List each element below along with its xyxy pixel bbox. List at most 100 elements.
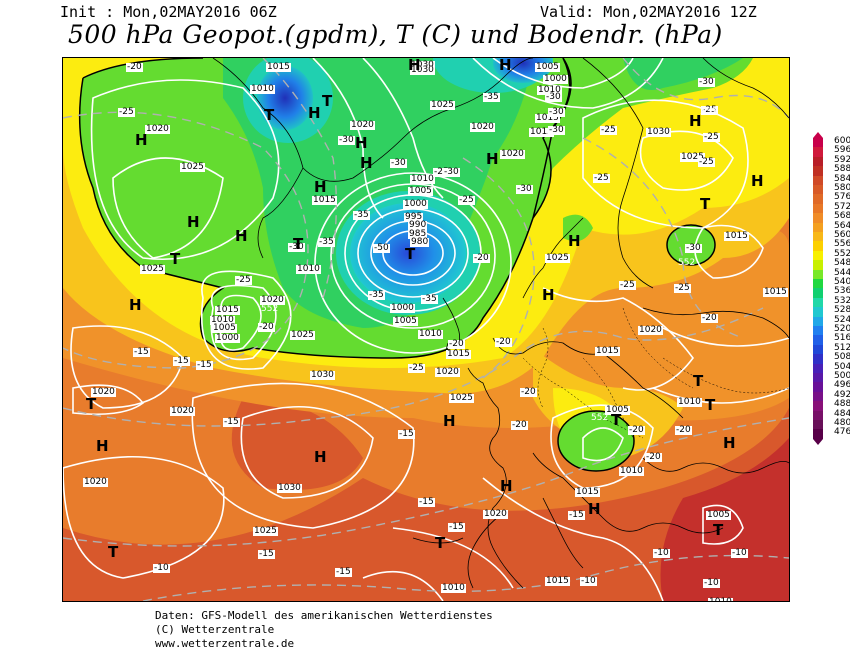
isobar-label: 1020: [350, 120, 375, 130]
isobar-label: 1020: [145, 124, 170, 134]
legend-swatch: [813, 401, 823, 411]
legend-swatch: [813, 344, 823, 355]
isobar-label: 1010: [418, 329, 443, 339]
legend-value: 560: [834, 230, 850, 240]
field-544-ne: [523, 58, 753, 228]
isobar-label: 1000: [403, 199, 428, 209]
isotherm-label: -25: [408, 363, 425, 373]
isotherm-label: -35: [483, 92, 500, 102]
isobar-label: 1005: [605, 405, 630, 415]
isobar-label: 1015: [595, 346, 620, 356]
isotherms: [63, 58, 789, 601]
isotherm-label: -25: [674, 283, 691, 293]
legend-value: 512: [834, 342, 850, 353]
legend-value: 516: [834, 333, 850, 344]
isotherm-label: -35: [353, 210, 370, 220]
isotherm-label: -10: [703, 578, 720, 588]
legend-swatch: [813, 354, 823, 364]
isobar-label: 1000: [543, 74, 568, 84]
legend-value: 548: [834, 258, 850, 269]
isotherm-label: -25: [600, 125, 617, 135]
legend-swatch: [813, 335, 823, 345]
isobar-label: 1030: [310, 370, 335, 380]
high-pressure-marker: H: [486, 150, 499, 168]
legend-value: 556: [834, 239, 850, 250]
low-pressure-marker: T: [693, 372, 704, 390]
legend-swatch: [813, 307, 823, 317]
isobar-label: 1020: [500, 149, 525, 159]
isotherm-label: -30: [548, 125, 565, 135]
isobar-label: 1010: [441, 583, 466, 593]
weather-map: 1015 1010 1020 1025 1015 1010 1025 1020 1015 1010…: [62, 57, 790, 602]
low-pressure-marker: T: [705, 396, 716, 414]
legend-swatch: [813, 420, 823, 430]
balkan-low: [558, 411, 634, 471]
legend-value: 524: [834, 314, 850, 325]
legend-swatch: [813, 222, 823, 232]
legend-swatch: [813, 175, 823, 185]
legend-swatch: [813, 279, 823, 289]
high-pressure-marker: H: [355, 134, 368, 152]
high-pressure-marker: H: [408, 57, 421, 74]
isotherm-label: -20: [701, 313, 718, 323]
high-pressure-marker: H: [129, 296, 142, 314]
low-pressure-marker: T: [170, 250, 181, 268]
isobar-label: 1015: [529, 127, 554, 137]
isotherm-label: -15: [173, 356, 190, 366]
isobar-label: 1015: [535, 113, 560, 123]
isobar-label: 1020: [91, 387, 116, 397]
isobar-label: 1005: [408, 186, 433, 196]
low-pressure-marker: T: [713, 521, 724, 539]
legend-swatch: [813, 382, 823, 392]
legend-swatch: [813, 316, 823, 326]
isotherm-label: -20: [645, 452, 662, 462]
isotherm-label: -15: [398, 429, 415, 439]
low-pressure-marker: T: [108, 543, 119, 561]
geopotential-label: 552: [678, 258, 696, 268]
high-pressure-marker: H: [314, 178, 327, 196]
isotherm-label: -10: [153, 563, 170, 573]
isobar-label: 1020: [260, 295, 285, 305]
isobar-label: 1020: [470, 122, 495, 132]
legend-value: 476: [834, 427, 850, 438]
isotherm-label: -25: [593, 173, 610, 183]
footer-copyright: (C) Wetterzentrale: [155, 623, 275, 636]
legend-value: 508: [834, 352, 850, 363]
isobar-label: 1025: [290, 330, 315, 340]
high-pressure-marker: H: [135, 131, 148, 149]
legend-swatch: [813, 288, 823, 298]
low-pressure-marker: T: [293, 235, 304, 253]
legend-value: 572: [834, 201, 850, 212]
field-576-west: [231, 398, 363, 490]
isobar-label: 1005: [393, 316, 418, 326]
isobar-label: 1020: [638, 325, 663, 335]
legend-value: 500: [834, 371, 850, 381]
isobar-label: 1015: [575, 487, 600, 497]
low-pressure-marker: T: [611, 411, 622, 429]
legend-value: 492: [834, 389, 850, 400]
isobar-label: 1025: [430, 100, 455, 110]
isobar-label: 1010: [677, 397, 702, 407]
legend-value: 588: [834, 164, 850, 175]
low-pressure-marker: T: [86, 395, 97, 413]
isobar-label: 1020: [435, 367, 460, 377]
isobar-label: 1015: [545, 576, 570, 586]
isobars: [63, 58, 789, 601]
map-canvas: [63, 58, 789, 601]
legend-swatch: [813, 269, 823, 279]
isotherm-label: -20: [495, 337, 512, 347]
isotherm-label: -35: [368, 290, 385, 300]
isotherm-label: -10: [653, 548, 670, 558]
isobar-label: 1020: [483, 509, 508, 519]
footer-website: www.wetterzentrale.de: [155, 637, 295, 650]
isobar-label: 1030: [277, 483, 302, 493]
isotherm-label: -25: [701, 105, 718, 115]
isobar-label: 1015: [446, 349, 471, 359]
valid-time: Valid: Mon,02MAY2016 12Z: [540, 3, 757, 21]
high-pressure-marker: H: [314, 448, 327, 466]
legend-value: 584: [834, 173, 850, 184]
legend-swatch: [813, 232, 823, 242]
isotherm-label: -35: [318, 237, 335, 247]
isotherm-label: -30: [338, 135, 355, 145]
legend-swatch: [813, 410, 823, 420]
